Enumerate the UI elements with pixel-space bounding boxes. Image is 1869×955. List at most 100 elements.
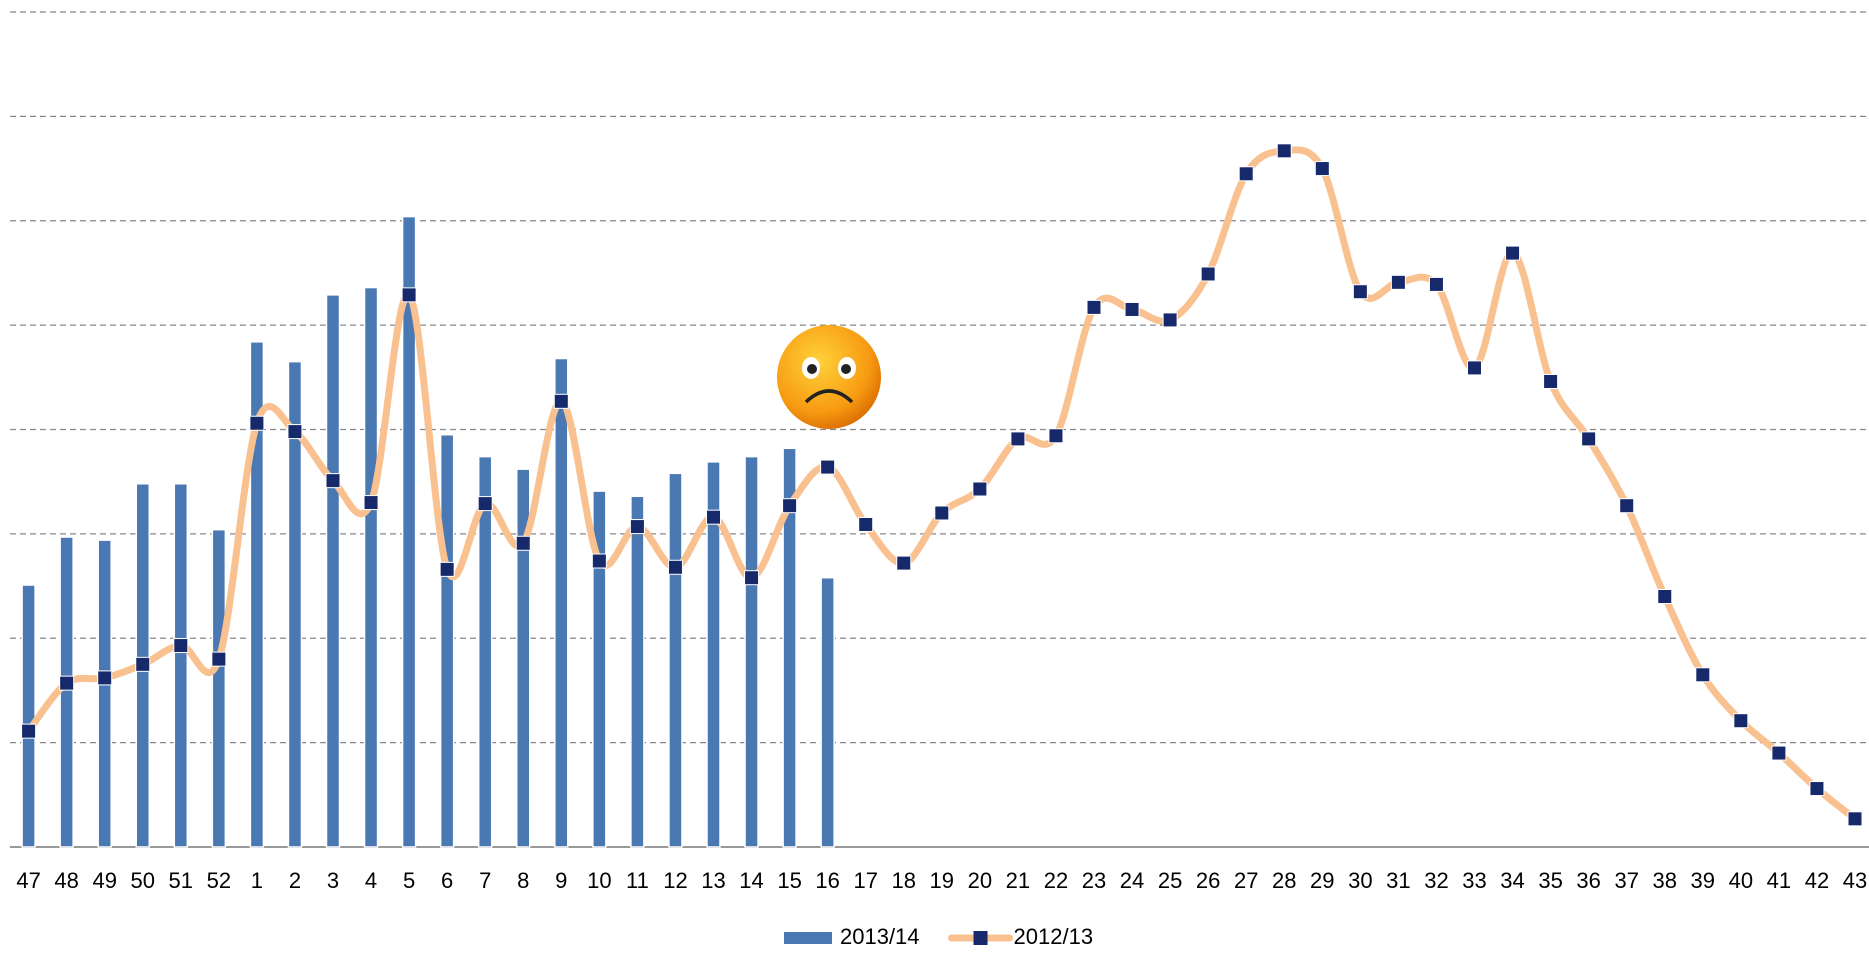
x-tick-label: 49 [92, 868, 116, 893]
bar [173, 483, 189, 848]
marker [1238, 166, 1254, 182]
x-tick-label: 52 [207, 868, 231, 893]
x-tick-label: 21 [1006, 868, 1030, 893]
marker [782, 498, 798, 514]
marker [211, 651, 227, 667]
marker [1200, 266, 1216, 282]
x-tick-label: 50 [131, 868, 155, 893]
marker [515, 535, 531, 551]
x-tick-label: 13 [701, 868, 725, 893]
marker [173, 638, 189, 654]
x-tick-label: 14 [739, 868, 763, 893]
marker [249, 415, 265, 431]
bar [211, 528, 227, 848]
x-tick-label: 12 [663, 868, 687, 893]
marker [1352, 284, 1368, 300]
x-tick-label: 51 [169, 868, 193, 893]
x-tick-label: 37 [1614, 868, 1638, 893]
marker [97, 670, 113, 686]
x-tick-label: 29 [1310, 868, 1334, 893]
bar [554, 357, 569, 848]
marker [1543, 373, 1559, 389]
x-tick-label: 2 [289, 868, 301, 893]
marker [439, 561, 455, 577]
x-tick-label: 1 [251, 868, 263, 893]
line [25, 146, 1858, 822]
x-tick-label: 31 [1386, 868, 1410, 893]
bar [477, 455, 493, 848]
marker [1086, 299, 1102, 315]
bar [706, 461, 721, 848]
x-tick-label: 33 [1462, 868, 1486, 893]
bar [820, 576, 835, 848]
x-tick-label: 24 [1120, 868, 1144, 893]
marker [1809, 781, 1825, 797]
bar [325, 294, 341, 848]
marker [1467, 360, 1482, 376]
x-tick-label: 16 [815, 868, 839, 893]
marker [820, 459, 836, 475]
marker [1505, 245, 1521, 261]
x-tick-label: 10 [587, 868, 611, 893]
x-tick-label: 48 [54, 868, 78, 893]
legend-label: 2012/13 [1014, 924, 1094, 949]
marker [896, 555, 912, 571]
bar [21, 584, 36, 848]
marker [1276, 143, 1292, 159]
marker [59, 675, 75, 691]
sad-face [777, 325, 881, 429]
x-tick-label: 15 [777, 868, 801, 893]
x-tick-label: 6 [441, 868, 453, 893]
x-tick-label: 38 [1653, 868, 1677, 893]
marker [325, 473, 341, 489]
x-tick-label: 18 [892, 868, 916, 893]
x-tick-label: 20 [968, 868, 992, 893]
x-tick-label: 5 [403, 868, 415, 893]
marker [287, 424, 303, 440]
marker [553, 393, 569, 409]
marker [972, 481, 988, 497]
x-tick-label: 35 [1538, 868, 1562, 893]
marker [667, 559, 683, 575]
marker [1581, 431, 1597, 447]
bar [782, 447, 797, 848]
marker [1048, 428, 1064, 444]
marker [1657, 589, 1673, 604]
marker [1771, 745, 1787, 761]
marker [1733, 713, 1749, 729]
bar [401, 215, 417, 848]
x-tick-label: 43 [1843, 868, 1867, 893]
x-tick-label: 39 [1691, 868, 1715, 893]
x-tick-label: 17 [853, 868, 877, 893]
marker [591, 553, 607, 569]
bar [668, 472, 683, 848]
bar [249, 341, 265, 848]
x-tick-label: 34 [1500, 868, 1524, 893]
x-tick-label: 19 [930, 868, 954, 893]
x-tick-label: 40 [1729, 868, 1753, 893]
marker [1619, 498, 1635, 514]
marker [858, 516, 874, 532]
x-tick-label: 47 [16, 868, 40, 893]
x-tick-label: 26 [1196, 868, 1220, 893]
marker [363, 495, 379, 511]
x-tick-label: 42 [1805, 868, 1829, 893]
x-tick-label: 9 [555, 868, 567, 893]
x-tick-label: 7 [479, 868, 491, 893]
x-tick-label: 8 [517, 868, 529, 893]
x-tick-label: 41 [1767, 868, 1791, 893]
bar [287, 360, 303, 848]
x-tick-label: 30 [1348, 868, 1372, 893]
marker [135, 656, 151, 672]
marker [1162, 312, 1178, 328]
x-tick-label: 11 [626, 868, 649, 893]
marker [1124, 301, 1140, 317]
marker [1390, 274, 1406, 290]
x-tick-label: 22 [1044, 868, 1068, 893]
bar [363, 286, 379, 848]
x-tick-label: 23 [1082, 868, 1106, 893]
bar [97, 539, 112, 848]
marker [477, 496, 493, 512]
marker [1847, 811, 1863, 827]
